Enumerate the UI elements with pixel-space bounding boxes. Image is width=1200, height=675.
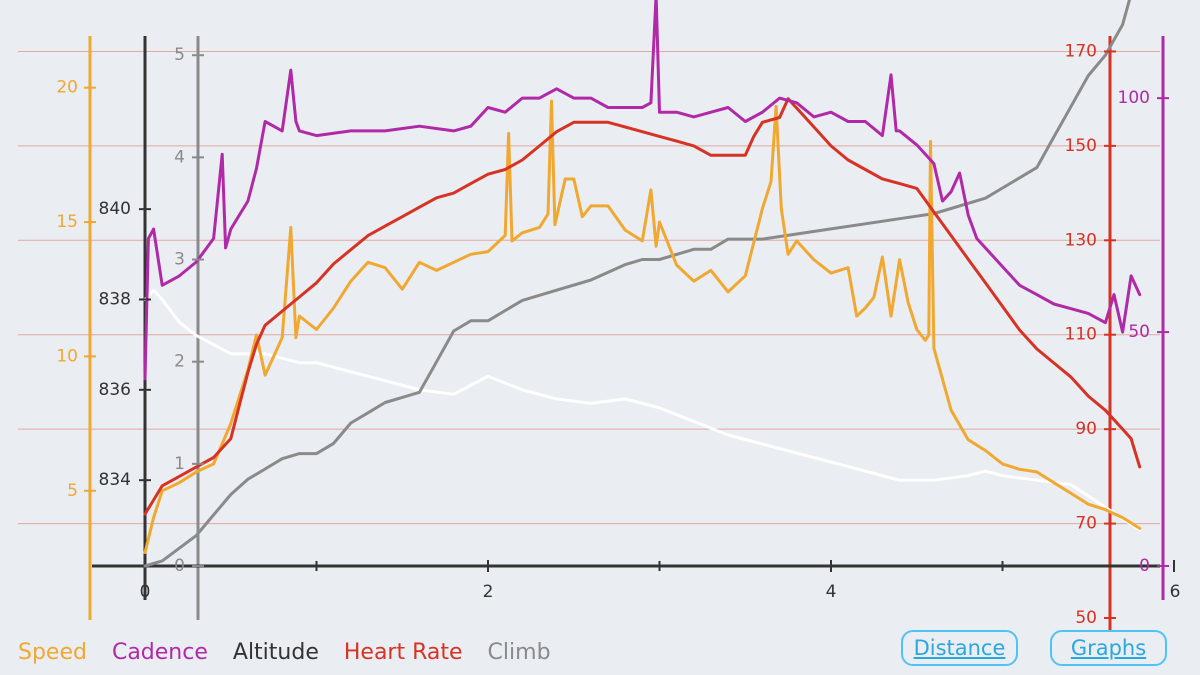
speed-tick-label: 20: [56, 78, 78, 98]
x-tick-label: 2: [483, 582, 494, 602]
legend-heart-rate: Heart Rate: [343, 640, 463, 665]
heart-rate-tick-label: 150: [1065, 136, 1097, 156]
heart-rate-tick-label: 90: [1075, 419, 1097, 439]
climb-tick-label: 4: [174, 147, 185, 167]
series-climb-line: [143, 0, 1131, 568]
series-lines: [143, 0, 1142, 568]
chart: 5101520834836838840012345507090110130150…: [18, 0, 1180, 630]
climb-tick-label: 0: [174, 556, 185, 576]
series-cadence-line: [143, 0, 1142, 381]
graphs-button[interactable]: Graphs: [1050, 630, 1167, 666]
x-tick-label: 0: [140, 582, 151, 602]
climb-tick-label: 3: [174, 250, 185, 270]
altitude-tick-label: 840: [99, 199, 131, 219]
series-speed-line: [143, 99, 1142, 555]
legend-altitude: Altitude: [232, 640, 319, 665]
distance-button[interactable]: Distance: [901, 630, 1018, 666]
altitude-tick-label: 836: [99, 380, 131, 400]
altitude-tick-label: 834: [99, 470, 131, 490]
heart-rate-tick-label: 50: [1075, 608, 1097, 628]
cadence-tick-label: 0: [1139, 556, 1150, 576]
heart-rate-tick-label: 130: [1065, 230, 1097, 250]
axes: [88, 36, 1175, 630]
series-heart-rate-line: [143, 97, 1142, 516]
heart-rate-tick-label: 110: [1065, 325, 1097, 345]
legend: Speed Cadence Altitude Heart Rate Climb: [18, 640, 569, 665]
x-tick-label: 4: [826, 582, 837, 602]
cadence-tick-label: 50: [1128, 322, 1150, 342]
cadence-tick-label: 100: [1118, 88, 1150, 108]
heart-rate-tick-label: 70: [1075, 514, 1097, 534]
legend-speed: Speed: [18, 640, 87, 665]
speed-tick-label: 10: [56, 346, 78, 366]
speed-tick-label: 5: [67, 481, 78, 501]
series-altitude-line: [143, 288, 1142, 532]
climb-tick-label: 1: [174, 454, 185, 474]
legend-climb: Climb: [487, 640, 551, 665]
x-tick-label: 6: [1170, 582, 1181, 602]
heart-rate-tick-label: 170: [1065, 41, 1097, 61]
climb-tick-label: 5: [174, 45, 185, 65]
climb-tick-label: 2: [174, 352, 185, 372]
grid-lines: [18, 50, 1160, 525]
altitude-tick-label: 838: [99, 289, 131, 309]
tick-labels: 5101520834836838840012345507090110130150…: [56, 41, 1180, 628]
legend-cadence: Cadence: [111, 640, 208, 665]
speed-tick-label: 15: [56, 212, 78, 232]
